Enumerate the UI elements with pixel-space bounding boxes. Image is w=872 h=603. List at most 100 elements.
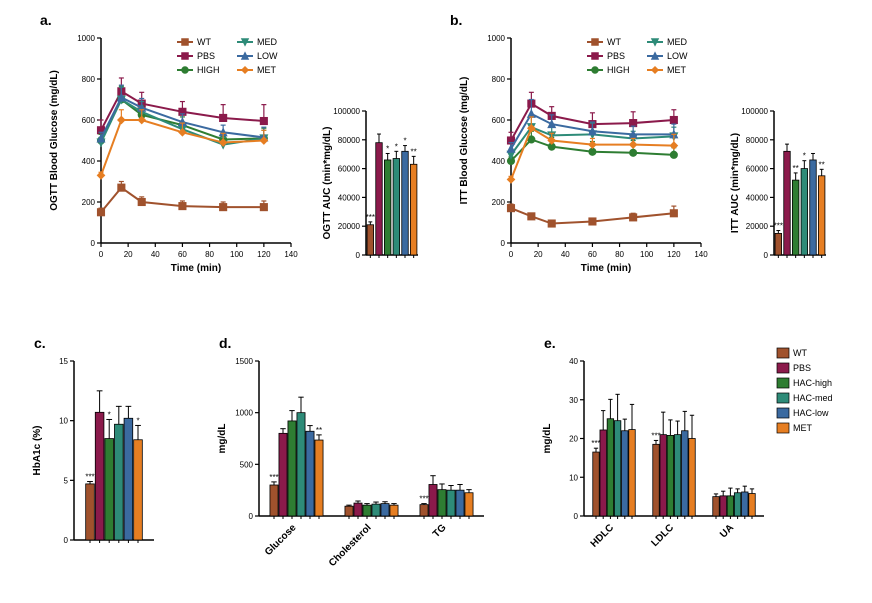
svg-text:40: 40 (561, 250, 570, 259)
svg-text:1500: 1500 (235, 357, 253, 366)
svg-text:WT: WT (793, 348, 807, 358)
svg-text:ITT Blood Glucose (mg/dL): ITT Blood Glucose (mg/dL) (459, 77, 470, 205)
svg-text:OGTT Blood Glucose (mg/dL): OGTT Blood Glucose (mg/dL) (49, 70, 60, 211)
svg-text:200: 200 (82, 198, 96, 207)
svg-text:600: 600 (492, 116, 506, 125)
panel-label: d. (219, 335, 231, 351)
svg-text:100: 100 (230, 250, 244, 259)
svg-text:120: 120 (257, 250, 271, 259)
svg-text:120: 120 (667, 250, 681, 259)
panel-label: b. (450, 12, 462, 28)
svg-text:LDLC: LDLC (649, 522, 676, 549)
svg-text:**: ** (819, 160, 825, 169)
svg-text:TG: TG (431, 522, 449, 540)
svg-text:100000: 100000 (741, 107, 768, 116)
svg-text:200: 200 (492, 198, 506, 207)
svg-text:100000: 100000 (333, 107, 360, 116)
svg-text:40000: 40000 (338, 193, 361, 202)
svg-text:1000: 1000 (235, 409, 253, 418)
svg-text:MET: MET (257, 65, 277, 75)
svg-text:0: 0 (64, 536, 69, 545)
svg-text:mg/dL: mg/dL (217, 424, 228, 454)
svg-text:40: 40 (569, 357, 578, 366)
svg-text:1000: 1000 (77, 34, 95, 43)
svg-text:800: 800 (82, 75, 96, 84)
panel-label: e. (544, 335, 556, 351)
svg-text:1000: 1000 (487, 34, 505, 43)
svg-text:Time (min): Time (min) (171, 263, 221, 274)
svg-text:HAC-low: HAC-low (793, 408, 829, 418)
svg-text:15: 15 (59, 357, 68, 366)
svg-text:*: * (108, 410, 111, 419)
svg-text:MED: MED (667, 37, 688, 47)
svg-text:ITT AUC (min*mg/dL): ITT AUC (min*mg/dL) (730, 133, 741, 233)
svg-text:WT: WT (607, 37, 621, 47)
svg-text:80: 80 (205, 250, 214, 259)
panel-label: c. (34, 335, 46, 351)
svg-text:10: 10 (569, 473, 578, 482)
svg-text:0: 0 (509, 250, 514, 259)
svg-text:500: 500 (240, 460, 254, 469)
svg-text:60000: 60000 (338, 165, 361, 174)
svg-text:MET: MET (793, 423, 813, 433)
svg-text:PBS: PBS (197, 51, 215, 61)
svg-text:PBS: PBS (793, 363, 811, 373)
svg-text:20000: 20000 (338, 222, 361, 231)
svg-text:60: 60 (178, 250, 187, 259)
figure-root: a.02004006008001000020406080100120140Tim… (10, 10, 862, 593)
svg-text:80000: 80000 (746, 136, 769, 145)
svg-text:*: * (395, 142, 398, 151)
svg-text:400: 400 (492, 157, 506, 166)
svg-text:**: ** (316, 426, 322, 435)
svg-text:140: 140 (694, 250, 708, 259)
svg-text:40: 40 (151, 250, 160, 259)
svg-text:Time (min): Time (min) (581, 263, 631, 274)
svg-text:MET: MET (667, 65, 687, 75)
svg-text:20: 20 (124, 250, 133, 259)
svg-text:***: *** (366, 213, 375, 222)
svg-text:HAC-high: HAC-high (793, 378, 832, 388)
svg-text:***: *** (591, 439, 600, 448)
svg-text:140: 140 (284, 250, 298, 259)
svg-text:400: 400 (82, 157, 96, 166)
panel-label: a. (40, 12, 52, 28)
svg-text:mg/dL: mg/dL (542, 424, 553, 454)
svg-text:600: 600 (82, 116, 96, 125)
svg-text:**: ** (793, 164, 799, 173)
svg-text:OGTT AUC (min*mg/dL): OGTT AUC (min*mg/dL) (322, 127, 333, 240)
svg-text:20: 20 (534, 250, 543, 259)
svg-text:5: 5 (64, 476, 69, 485)
svg-text:LOW: LOW (667, 51, 688, 61)
svg-text:***: *** (774, 222, 783, 231)
svg-text:*: * (386, 144, 389, 153)
svg-text:0: 0 (501, 239, 506, 248)
svg-text:20: 20 (569, 435, 578, 444)
svg-text:Cholesterol: Cholesterol (327, 522, 374, 569)
svg-text:Glucose: Glucose (263, 522, 299, 558)
svg-text:HbA1c (%): HbA1c (%) (32, 425, 43, 475)
svg-text:HAC-med: HAC-med (793, 393, 833, 403)
svg-text:0: 0 (99, 250, 104, 259)
svg-text:0: 0 (91, 239, 96, 248)
svg-text:30: 30 (569, 396, 578, 405)
svg-text:0: 0 (574, 512, 579, 521)
svg-text:60: 60 (588, 250, 597, 259)
svg-text:***: *** (85, 473, 94, 482)
svg-text:0: 0 (249, 512, 254, 521)
svg-text:HIGH: HIGH (197, 65, 220, 75)
svg-text:LOW: LOW (257, 51, 278, 61)
svg-text:HIGH: HIGH (607, 65, 630, 75)
svg-text:***: *** (269, 473, 278, 482)
svg-text:100: 100 (640, 250, 654, 259)
svg-text:WT: WT (197, 37, 211, 47)
svg-text:800: 800 (492, 75, 506, 84)
svg-text:*: * (403, 137, 406, 146)
svg-text:*: * (136, 416, 139, 425)
svg-text:60000: 60000 (746, 165, 769, 174)
svg-text:20000: 20000 (746, 222, 769, 231)
svg-text:MED: MED (257, 37, 278, 47)
svg-text:**: ** (411, 147, 417, 156)
svg-text:10: 10 (59, 417, 68, 426)
svg-text:80000: 80000 (338, 136, 361, 145)
svg-text:0: 0 (764, 251, 769, 260)
